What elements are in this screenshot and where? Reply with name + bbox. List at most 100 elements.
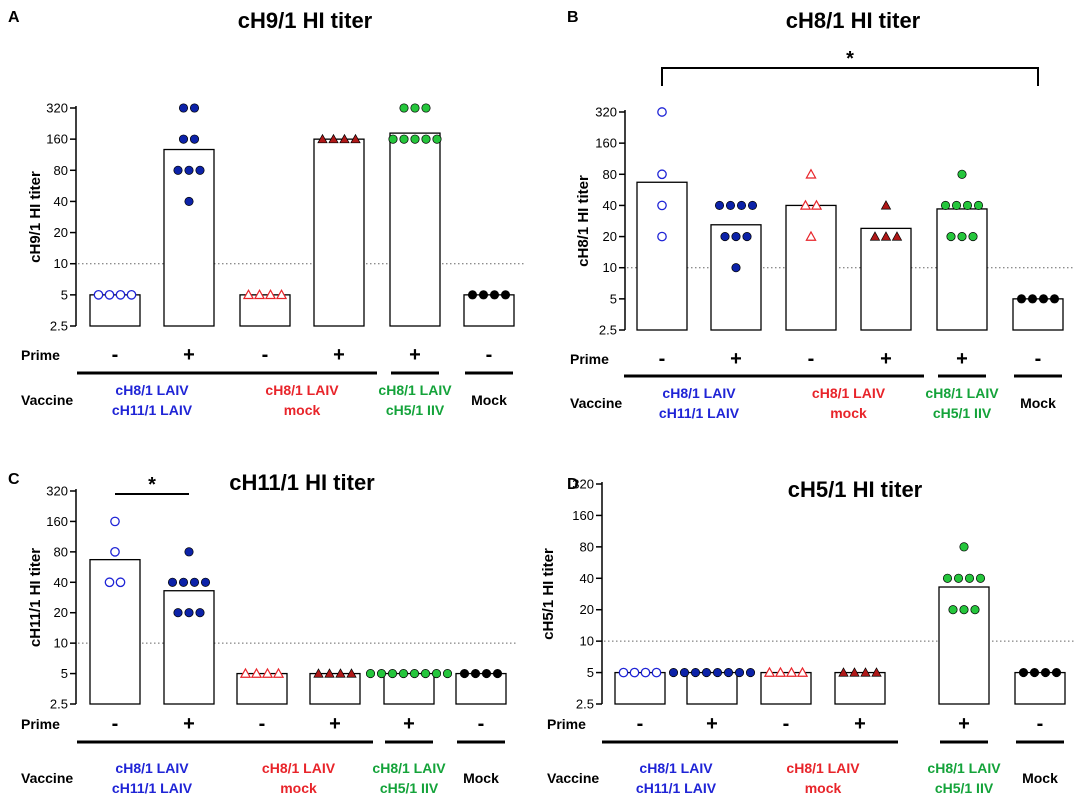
data-point xyxy=(668,668,679,678)
panel-letter: D xyxy=(567,476,579,493)
prime-sign: + xyxy=(333,344,345,366)
vaccine-row-label: Vaccine xyxy=(21,770,73,786)
vaccine-name: cH5/1 IIV xyxy=(933,405,992,421)
y-tick-label: 40 xyxy=(54,575,68,590)
y-tick-label: 160 xyxy=(572,508,594,523)
y-tick-label: 2.5 xyxy=(599,323,617,338)
bar xyxy=(239,294,291,327)
vaccine-name: cH11/1 LAIV xyxy=(659,405,740,421)
y-tick-label: 320 xyxy=(46,484,68,499)
data-point xyxy=(742,232,752,242)
prime-sign: - xyxy=(478,713,485,735)
data-point xyxy=(178,103,189,113)
data-point xyxy=(1016,294,1027,304)
data-point xyxy=(880,200,892,210)
bar xyxy=(834,671,886,705)
bar xyxy=(163,590,215,705)
data-point xyxy=(785,666,798,677)
vaccine-row-label: Vaccine xyxy=(547,770,599,786)
prime-sign: - xyxy=(262,344,269,366)
prime-sign: - xyxy=(808,348,815,370)
bar xyxy=(686,671,738,705)
data-point xyxy=(1049,294,1060,304)
data-point xyxy=(421,134,431,144)
data-point xyxy=(725,200,736,210)
prime-sign: + xyxy=(183,713,195,735)
data-point xyxy=(860,667,871,677)
data-point xyxy=(1027,294,1038,304)
prime-sign: + xyxy=(880,348,892,370)
data-point xyxy=(409,669,420,679)
data-point xyxy=(799,199,812,210)
data-point xyxy=(657,200,667,211)
data-point xyxy=(973,200,984,210)
y-tick-label: 160 xyxy=(595,136,617,151)
data-point xyxy=(805,230,817,241)
data-point xyxy=(410,134,420,144)
data-point xyxy=(317,133,328,144)
prime-sign: + xyxy=(706,713,718,735)
data-point xyxy=(272,667,285,678)
data-point xyxy=(200,577,211,587)
data-point xyxy=(657,107,667,117)
data-point xyxy=(747,200,758,210)
data-point xyxy=(184,547,194,557)
data-point xyxy=(953,573,964,583)
bar xyxy=(163,148,215,327)
data-point xyxy=(470,669,481,679)
significance-bracket xyxy=(661,67,1039,86)
prime-sign: - xyxy=(1035,348,1042,370)
y-tick-label: 80 xyxy=(54,544,68,559)
data-point xyxy=(1029,668,1040,678)
data-point xyxy=(640,667,651,678)
data-point xyxy=(629,667,640,678)
data-point xyxy=(104,577,115,588)
vaccine-name: mock xyxy=(805,780,842,796)
prime-row-label: Prime xyxy=(547,716,586,732)
data-point xyxy=(431,669,442,679)
y-tick-label: 20 xyxy=(580,602,594,617)
y-axis-label: cH8/1 HI titer xyxy=(575,175,592,267)
prime-sign: - xyxy=(1037,713,1044,735)
vaccine-row-label: Vaccine xyxy=(21,392,73,408)
data-point xyxy=(376,669,387,679)
data-point xyxy=(167,577,178,587)
data-point xyxy=(275,289,288,300)
vaccine-name: cH8/1 LAIV xyxy=(115,382,189,398)
data-point xyxy=(339,133,350,144)
vaccine-name: cH11/1 LAIV xyxy=(636,780,717,796)
data-point xyxy=(701,668,712,678)
y-tick-label: 80 xyxy=(580,539,594,554)
data-point xyxy=(731,263,741,273)
y-tick-label: 40 xyxy=(54,194,68,209)
data-point xyxy=(126,290,137,300)
data-point xyxy=(871,667,882,677)
y-tick-label: 10 xyxy=(54,636,68,651)
vaccine-row-label: Vaccine xyxy=(570,395,622,411)
data-point xyxy=(313,668,324,678)
data-point xyxy=(399,103,409,113)
data-point xyxy=(432,134,442,144)
data-point xyxy=(335,668,346,678)
bar xyxy=(785,204,837,331)
data-point xyxy=(723,668,734,678)
bar xyxy=(313,138,365,327)
data-point xyxy=(93,290,104,300)
y-tick-label: 40 xyxy=(580,571,594,586)
data-point xyxy=(774,666,787,677)
chart-title: cH8/1 HI titer xyxy=(786,8,921,33)
y-tick-label: 160 xyxy=(46,132,68,147)
prime-sign: + xyxy=(403,713,415,735)
bar xyxy=(710,224,762,331)
data-point xyxy=(962,200,973,210)
vaccine-name: Mock xyxy=(1022,770,1058,786)
bar xyxy=(760,671,812,705)
prime-row-label: Prime xyxy=(570,351,609,367)
vaccine-name: cH5/1 IIV xyxy=(935,780,994,796)
vaccine-name: cH8/1 LAIV xyxy=(378,382,452,398)
panel-letter: C xyxy=(8,471,20,488)
bar xyxy=(236,672,288,705)
data-point xyxy=(110,516,120,527)
